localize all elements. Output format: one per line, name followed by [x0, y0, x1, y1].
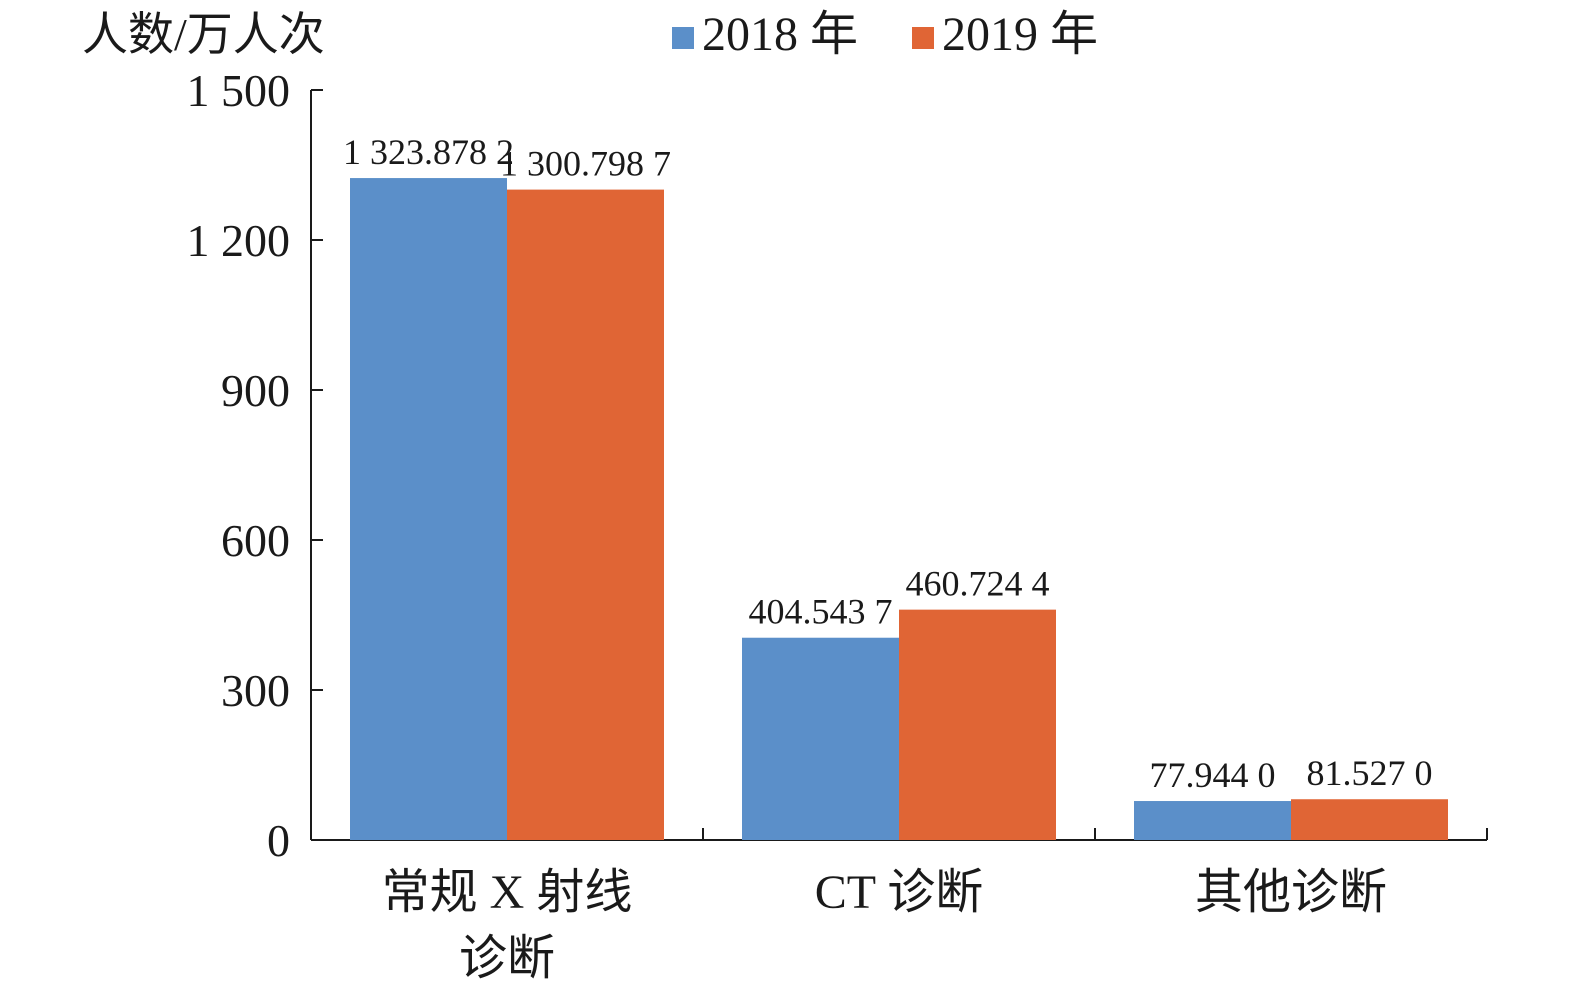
bar — [899, 609, 1056, 840]
data-label: 81.527 0 — [1307, 753, 1433, 793]
legend-label: 2019 年 — [942, 8, 1098, 61]
bar — [350, 178, 507, 840]
data-label: 1 300.798 7 — [500, 144, 671, 184]
y-tick-label: 900 — [221, 365, 290, 416]
y-tick-label: 300 — [221, 665, 290, 716]
bar — [1291, 799, 1448, 840]
bar — [507, 189, 664, 840]
y-tick-label: 1 200 — [187, 215, 291, 266]
legend-swatch — [672, 27, 694, 49]
bar — [742, 637, 899, 840]
y-tick-labels: 0 300 600 900 1 200 1 500 — [187, 65, 291, 866]
bars — [350, 178, 1448, 840]
x-tick-label: 诊断 — [459, 932, 555, 985]
data-labels: 1 323.878 21 300.798 7 404.543 7 460.724 4… — [343, 132, 1433, 795]
bar — [1134, 801, 1291, 840]
x-tick-label: 其他诊断 — [1195, 866, 1387, 919]
legend-label: 2018 年 — [702, 8, 858, 61]
x-tick-label: 常规 X 射线 — [382, 866, 633, 919]
data-label: 404.543 7 — [749, 592, 893, 632]
legend: 2018 年 2019 年 — [672, 8, 1098, 61]
y-tick-label: 1 500 — [187, 65, 291, 116]
y-axis-label: 人数/万人次 — [82, 9, 325, 60]
y-tick-label: 600 — [221, 515, 290, 566]
legend-swatch — [912, 27, 934, 49]
x-tick-label: CT 诊断 — [815, 866, 983, 919]
data-label: 460.724 4 — [906, 564, 1050, 604]
y-tick-label: 0 — [267, 815, 290, 866]
data-label: 1 323.878 2 — [343, 132, 514, 172]
data-label: 77.944 0 — [1150, 755, 1276, 795]
